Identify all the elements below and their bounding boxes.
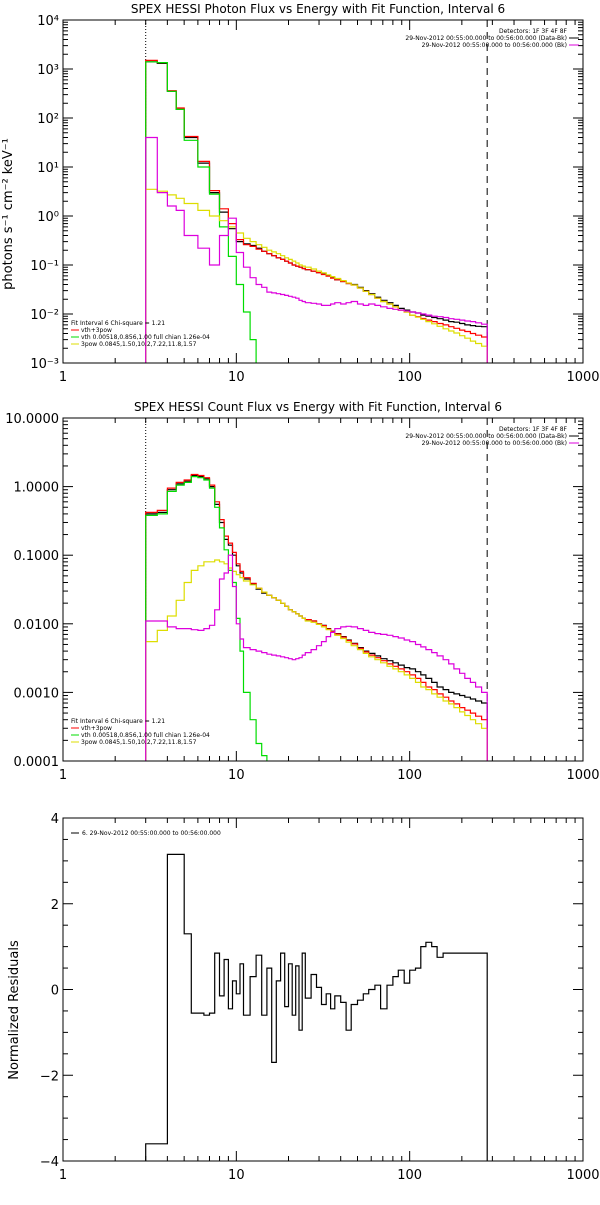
legend-entry-bottomleft: vth 0.00518,0.856,1.00 full chian 1.26e-… xyxy=(81,732,210,739)
series-bk-line xyxy=(145,554,488,761)
count-flux-panel: SPEX HESSI Count Flux vs Energy with Fit… xyxy=(5,400,599,783)
legend-entry-bottomleft: Fit Interval 6 Chi-square = 1.21 xyxy=(71,718,165,725)
photon-flux-title: SPEX HESSI Photon Flux vs Energy with Fi… xyxy=(131,2,505,16)
y-tick-label: 0.0100 xyxy=(14,618,60,633)
photon-flux-panel: SPEX HESSI Photon Flux vs Energy with Fi… xyxy=(1,2,600,385)
x-tick-label: 1000 xyxy=(566,1168,599,1183)
residuals-panel: Normalized Residuals 1 10 100 1000 −4 −2 0 2 4 6.… xyxy=(7,812,600,1183)
legend-entry-topleft: 6. 29-Nov-2012 00:55:00.000 to 00:56:00.… xyxy=(82,830,221,837)
legend-entry-topright: Detectors: 1F 3F 4F 8F xyxy=(499,426,568,433)
series-data-bk-line xyxy=(145,61,488,363)
legend-entry-bottomleft: Fit Interval 6 Chi-square = 1.21 xyxy=(71,320,165,327)
x-tick-label: 10 xyxy=(228,370,245,385)
residuals-ylabel: Normalized Residuals xyxy=(7,940,22,1080)
y-tick-label: 0.1000 xyxy=(14,549,60,564)
legend-entry-bottomleft: vth 0.00518,0.856,1.00 full chian 1.26e-… xyxy=(81,334,210,341)
photon-flux-ylabel: photons s⁻¹ cm⁻² keV⁻¹ xyxy=(1,138,16,290)
count-flux-title: SPEX HESSI Count Flux vs Energy with Fit… xyxy=(134,400,502,414)
y-tick-label: 10.0000 xyxy=(5,412,59,427)
y-tick-label: 10² xyxy=(37,112,59,127)
legend-entry-topright: Detectors: 1F 3F 4F 8F xyxy=(499,28,568,35)
legend-entry-topright: 29-Nov-2012 00:55:00.000 to 00:56:00.000… xyxy=(405,433,567,440)
legend-entry-bottomleft: vth+3pow xyxy=(81,725,112,732)
series-3pow-line xyxy=(145,559,488,761)
legend-entry-topright: 29-Nov-2012 00:55:00.000 to 00:56:00.000… xyxy=(422,440,567,447)
legend-entry-bottomleft: vth+3pow xyxy=(81,327,112,334)
x-tick-label: 10 xyxy=(228,1168,245,1183)
y-tick-label: 10⁻² xyxy=(30,308,59,323)
x-tick-label: 1000 xyxy=(566,768,599,783)
series-vth-3pow-line xyxy=(145,473,488,761)
series-bk-line xyxy=(145,136,488,363)
y-tick-label: 0.0001 xyxy=(14,755,60,770)
x-tick-label: 100 xyxy=(397,1168,422,1183)
x-tick-label: 10 xyxy=(228,768,245,783)
x-tick-label: 100 xyxy=(397,370,422,385)
y-tick-label: 10⁰ xyxy=(37,210,59,225)
residuals-frame xyxy=(62,817,584,1162)
count-flux-frame xyxy=(62,417,584,762)
series-vth-line xyxy=(145,476,268,761)
series-6-29-nov-2012-00-55-00-000-to-00-56-00-000-line xyxy=(145,853,488,1161)
x-tick-label: 1000 xyxy=(566,370,599,385)
x-tick-label: 1 xyxy=(59,1168,67,1183)
y-tick-label: 1.0000 xyxy=(14,481,60,496)
legend-entry-topright: 29-Nov-2012 00:55:00.000 to 00:56:00.000… xyxy=(405,35,567,42)
series-vth-3pow-line xyxy=(145,59,488,363)
y-tick-label: 10³ xyxy=(37,63,59,78)
series-vth-line xyxy=(145,61,263,363)
y-tick-label: 2 xyxy=(51,898,59,913)
x-tick-label: 1 xyxy=(59,768,67,783)
photon-flux-frame xyxy=(62,19,584,364)
y-tick-label: 10⁻³ xyxy=(30,357,59,372)
y-tick-label: 4 xyxy=(51,812,59,827)
count-flux-plot-layer: 1 10 100 1000 0.0001 0.0010 0.0100 0.1000 1.0000… xyxy=(5,412,599,783)
y-tick-label: 10⁻¹ xyxy=(30,259,59,274)
legend-entry-topright: 29-Nov-2012 00:55:00.000 to 00:56:00.000… xyxy=(422,42,567,49)
residuals-plot-layer: 1 10 100 1000 −4 −2 0 2 4 6. 29-Nov-2012 00:55:00… xyxy=(40,812,600,1183)
y-tick-label: 0 xyxy=(51,984,59,999)
y-tick-label: 0.0010 xyxy=(14,686,60,701)
y-tick-label: 10⁴ xyxy=(37,14,59,29)
legend-entry-bottomleft: 3pow 0.0845,1.50,10.2,7.22,11.8,1.57 xyxy=(81,739,197,746)
photon-flux-plot-layer: 1 10 100 1000 10⁻³ 10⁻² 10⁻¹ 10⁰ 10¹ 10² 10³ 10⁴ Det… xyxy=(30,14,599,385)
legend-entry-bottomleft: 3pow 0.0845,1.50,10.2,7.22,11.8,1.57 xyxy=(81,341,197,348)
y-tick-label: −4 xyxy=(40,1155,59,1170)
x-tick-label: 100 xyxy=(397,768,422,783)
y-tick-label: 10¹ xyxy=(37,161,59,176)
y-tick-label: −2 xyxy=(40,1069,59,1084)
x-tick-label: 1 xyxy=(59,370,67,385)
series-3pow-line xyxy=(145,188,488,363)
series-data-bk-line xyxy=(145,474,488,761)
